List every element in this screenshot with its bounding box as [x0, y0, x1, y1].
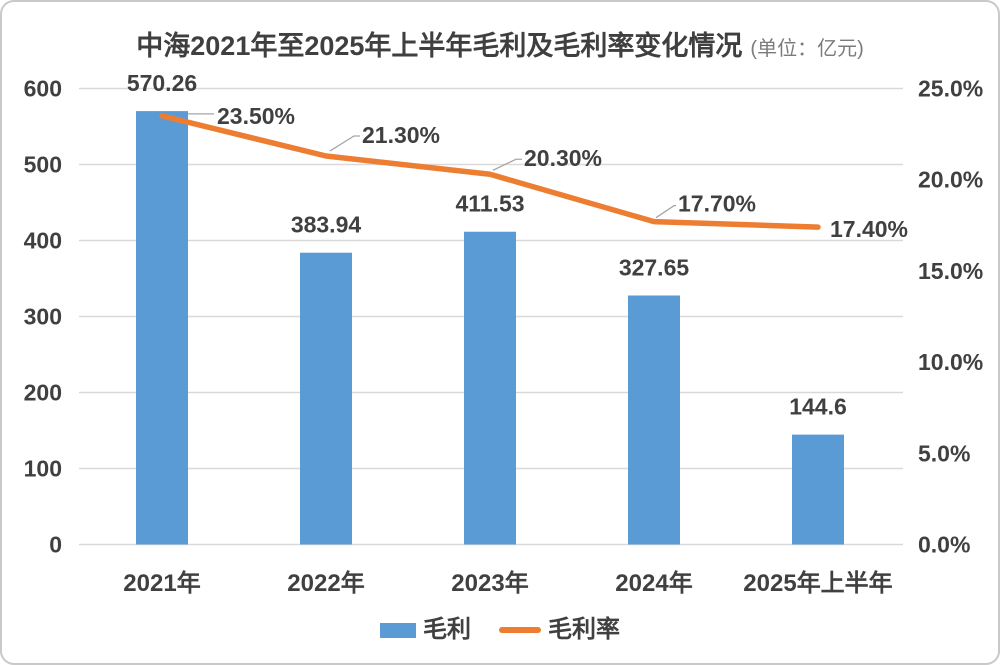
line-series-swatch — [499, 627, 541, 633]
x-axis-label: 2024年 — [615, 569, 692, 597]
legend-label-gross-margin: 毛利率 — [548, 616, 620, 643]
bar-value-label: 383.94 — [291, 212, 362, 238]
left-axis-tick: 400 — [24, 228, 62, 254]
chart-title-unit: (单位：亿元) — [750, 38, 864, 60]
x-axis-label: 2025年上半年 — [743, 569, 892, 597]
right-axis-tick: 10.0% — [918, 349, 983, 375]
rate-value-label: 20.30% — [524, 145, 602, 171]
bar-2021年 — [136, 111, 188, 545]
left-axis-tick: 500 — [24, 152, 62, 178]
right-axis-tick: 15.0% — [918, 258, 983, 284]
left-axis-tick: 100 — [24, 456, 62, 482]
bar-2023年 — [464, 231, 516, 545]
rate-value-label: 21.30% — [362, 122, 440, 148]
chart-title-text: 中海2021年至2025年上半年毛利及毛利率变化情况 — [136, 31, 743, 61]
bar-2022年 — [300, 252, 352, 545]
right-axis-tick: 0.0% — [918, 532, 970, 558]
bar-2024年 — [628, 295, 680, 545]
bar-value-label: 411.53 — [455, 191, 524, 217]
bar-value-label: 570.26 — [127, 70, 197, 96]
left-axis-tick: 0 — [49, 532, 62, 558]
bar-series-swatch — [380, 622, 416, 638]
rate-value-label: 17.40% — [830, 216, 908, 242]
left-axis-tick: 200 — [24, 380, 62, 406]
legend-item-gross-profit: 毛利 — [380, 618, 471, 642]
right-axis-tick: 20.0% — [918, 167, 983, 193]
x-axis-label: 2023年 — [451, 569, 528, 597]
label-leader — [492, 158, 522, 171]
chart-title: 中海2021年至2025年上半年毛利及毛利率变化情况 (单位：亿元) — [2, 24, 998, 63]
x-axis-label: 2022年 — [287, 569, 364, 597]
legend-item-gross-margin: 毛利率 — [499, 618, 620, 642]
right-axis-tick: 5.0% — [918, 440, 970, 466]
right-axis-tick: 25.0% — [918, 76, 983, 102]
left-axis-tick: 300 — [24, 304, 62, 330]
label-leader — [655, 205, 676, 219]
chart-legend: 毛利 毛利率 — [2, 618, 998, 642]
x-axis-label: 2021年 — [123, 569, 200, 597]
bar-value-label: 144.6 — [789, 394, 847, 420]
left-axis-tick: 600 — [24, 76, 62, 102]
label-leader — [329, 135, 360, 152]
rate-value-label: 23.50% — [217, 103, 295, 129]
bar-2025年上半年 — [792, 434, 844, 545]
rate-value-label: 17.70% — [678, 191, 756, 217]
bar-value-label: 327.65 — [619, 254, 690, 280]
legend-label-gross-profit: 毛利 — [423, 616, 471, 643]
rate-line — [159, 113, 821, 230]
